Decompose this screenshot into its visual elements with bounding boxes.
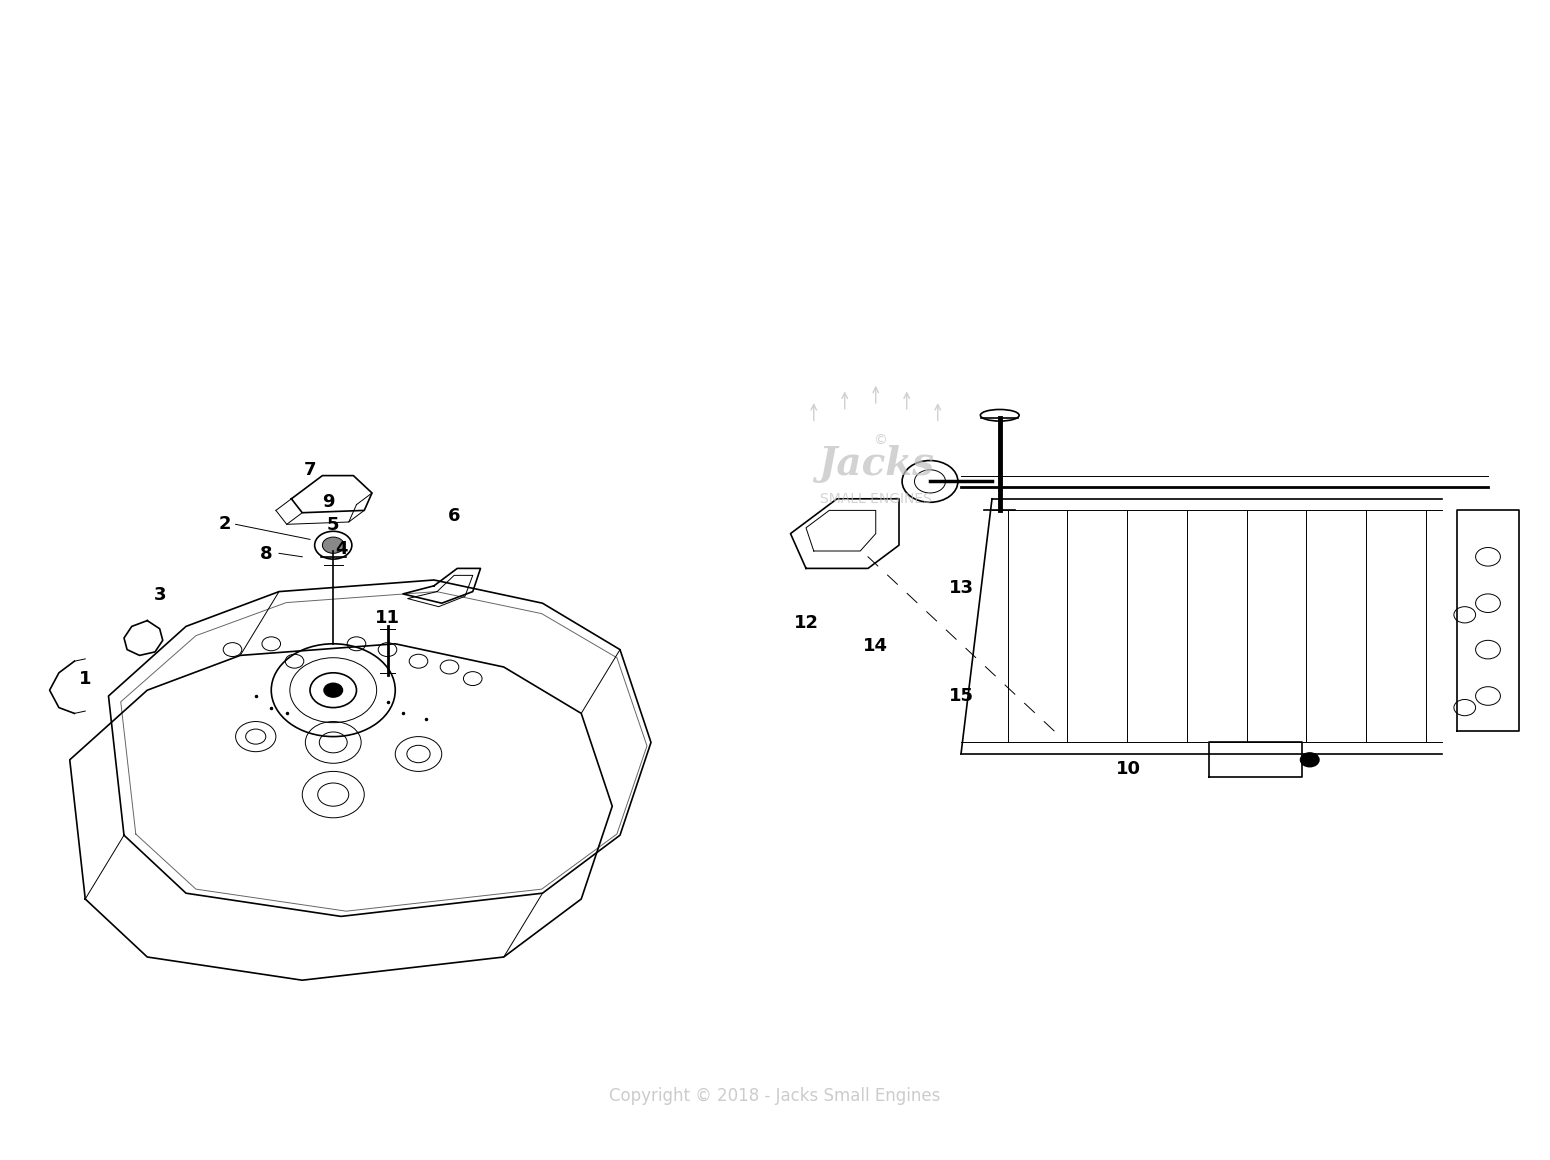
Text: 4: 4: [335, 539, 347, 558]
Text: 2: 2: [219, 515, 231, 534]
Text: 13: 13: [949, 579, 973, 597]
Circle shape: [1300, 753, 1319, 767]
Text: 15: 15: [949, 687, 973, 705]
Text: 3: 3: [153, 586, 166, 604]
Text: 11: 11: [375, 609, 400, 628]
Text: ©: ©: [874, 434, 887, 448]
Text: SMALL ENGINES: SMALL ENGINES: [820, 492, 932, 506]
Text: 5: 5: [327, 516, 339, 535]
Text: 1: 1: [79, 669, 91, 688]
Text: Jacks: Jacks: [818, 445, 933, 483]
Text: 7: 7: [304, 461, 316, 479]
Text: 6: 6: [448, 507, 460, 525]
Text: Copyright © 2018 - Jacks Small Engines: Copyright © 2018 - Jacks Small Engines: [609, 1087, 941, 1105]
Text: 12: 12: [794, 614, 818, 632]
Text: 14: 14: [863, 637, 888, 655]
Text: 10: 10: [1116, 760, 1141, 778]
Circle shape: [324, 683, 343, 697]
Circle shape: [322, 537, 344, 553]
Text: 9: 9: [322, 493, 335, 512]
Text: 8: 8: [260, 545, 273, 564]
